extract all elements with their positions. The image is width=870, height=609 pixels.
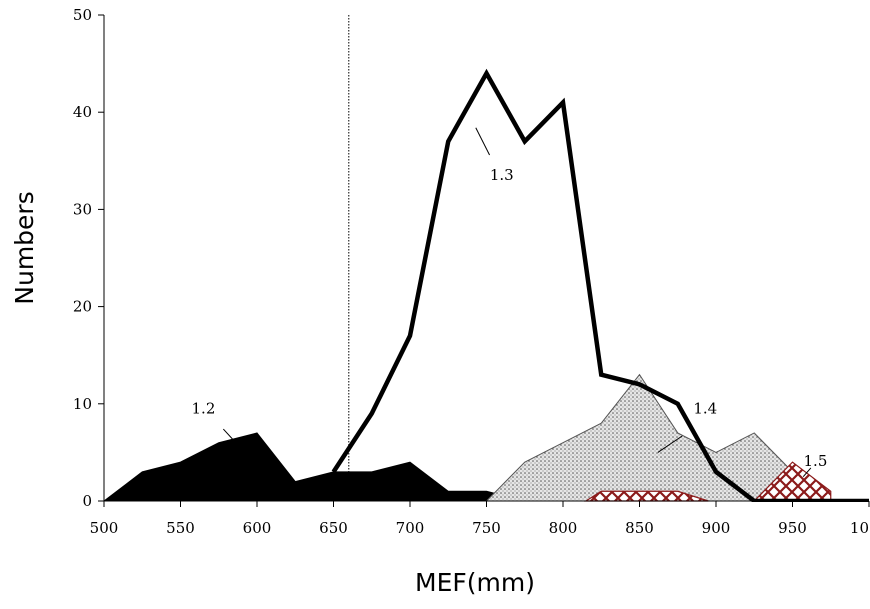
y-axis-title: Numbers	[10, 191, 39, 304]
y-tick-label: 30	[73, 200, 92, 218]
x-tick-label: 500	[90, 519, 119, 537]
axes: 0 10 20 30 40 50 500 550 600 650 700 750 800 850 900 95…	[73, 6, 870, 537]
x-tick-label: 900	[702, 519, 731, 537]
series-1-4-area	[485, 373, 793, 502]
leader-line	[222, 428, 235, 442]
x-tick-label: 950	[778, 519, 807, 537]
leader-line	[802, 467, 812, 478]
x-tick-label: 800	[549, 519, 578, 537]
x-tick-label: 850	[625, 519, 654, 537]
series-label-1-2: 1.2	[192, 400, 216, 418]
leader-line	[657, 435, 683, 453]
leader-line	[475, 127, 491, 156]
x-tick-label: 1000	[850, 519, 870, 537]
x-tick-label: 600	[243, 519, 272, 537]
x-axis-title: MEF(mm)	[415, 568, 535, 597]
series-labels: 1.2 1.3 1.4 1.5	[192, 127, 828, 478]
y-tick-label: 10	[73, 395, 92, 413]
series-label-1-4: 1.4	[693, 400, 717, 418]
x-tick-label: 550	[166, 519, 195, 537]
series-1-2-area	[104, 432, 525, 502]
x-tick-label: 700	[396, 519, 425, 537]
x-tick-label: 750	[472, 519, 501, 537]
y-tick-label: 40	[73, 103, 92, 121]
series-label-1-3: 1.3	[490, 166, 514, 184]
x-tick-label: 650	[319, 519, 348, 537]
y-tick-label: 0	[82, 492, 92, 510]
series-label-1-5: 1.5	[804, 452, 828, 470]
y-tick-label: 20	[73, 298, 92, 316]
plot-area	[104, 68, 869, 502]
y-tick-label: 50	[73, 6, 92, 24]
